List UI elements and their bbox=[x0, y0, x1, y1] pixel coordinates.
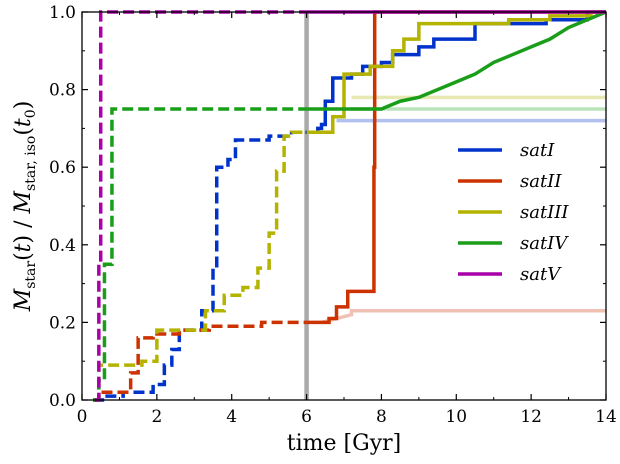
legend-label-satI: satI bbox=[520, 140, 555, 161]
legend-label-satIII: satIII bbox=[520, 202, 569, 223]
y-axis-label: Mstar(t) / Mstar, iso(t0) bbox=[11, 101, 39, 313]
x-tick-label: 12 bbox=[520, 407, 542, 427]
series-satI-line bbox=[306, 10, 606, 135]
y-tick-label: 0.2 bbox=[49, 313, 76, 333]
x-tick-label: 0 bbox=[77, 407, 88, 427]
legend-label-satII: satII bbox=[520, 171, 562, 192]
y-tick-label: 0.4 bbox=[49, 236, 76, 256]
legend-label-satIV: satIV bbox=[520, 233, 569, 254]
y-tick-label: 0.6 bbox=[49, 158, 76, 178]
series-satII-dashed-line bbox=[93, 320, 307, 402]
y-tick-label: 1.0 bbox=[49, 3, 76, 23]
y-tick-label: 0.8 bbox=[49, 81, 76, 101]
x-tick-label: 10 bbox=[445, 407, 467, 427]
legend-label-satV: satV bbox=[520, 264, 562, 285]
series-satI-dashed-line bbox=[93, 130, 307, 402]
series-satIV-dashed-line bbox=[93, 107, 307, 402]
series-satII-line bbox=[306, 10, 606, 325]
x-tick-label: 6 bbox=[301, 407, 312, 427]
series-satIII-line bbox=[306, 10, 606, 135]
legend: satI satII satIII satIV satV bbox=[458, 140, 569, 285]
axes-layer: 0 2 4 6 8 10 12 14 0.0 0.2 0.4 0.6 0.8 1.0 bbox=[49, 3, 617, 427]
x-tick-label: 8 bbox=[376, 407, 387, 427]
x-tick-label: 4 bbox=[226, 407, 237, 427]
x-axis-label: time [Gyr] bbox=[287, 431, 401, 456]
x-tick-label: 14 bbox=[595, 407, 617, 427]
series-satIII-dashed-line bbox=[95, 130, 307, 402]
series-satIV-line bbox=[306, 10, 606, 111]
x-tick-label: 2 bbox=[151, 407, 162, 427]
series-satV-dashed-line bbox=[95, 10, 307, 402]
series-satII-isolated-line bbox=[321, 309, 606, 325]
y-tick-label: 0.0 bbox=[49, 391, 76, 411]
